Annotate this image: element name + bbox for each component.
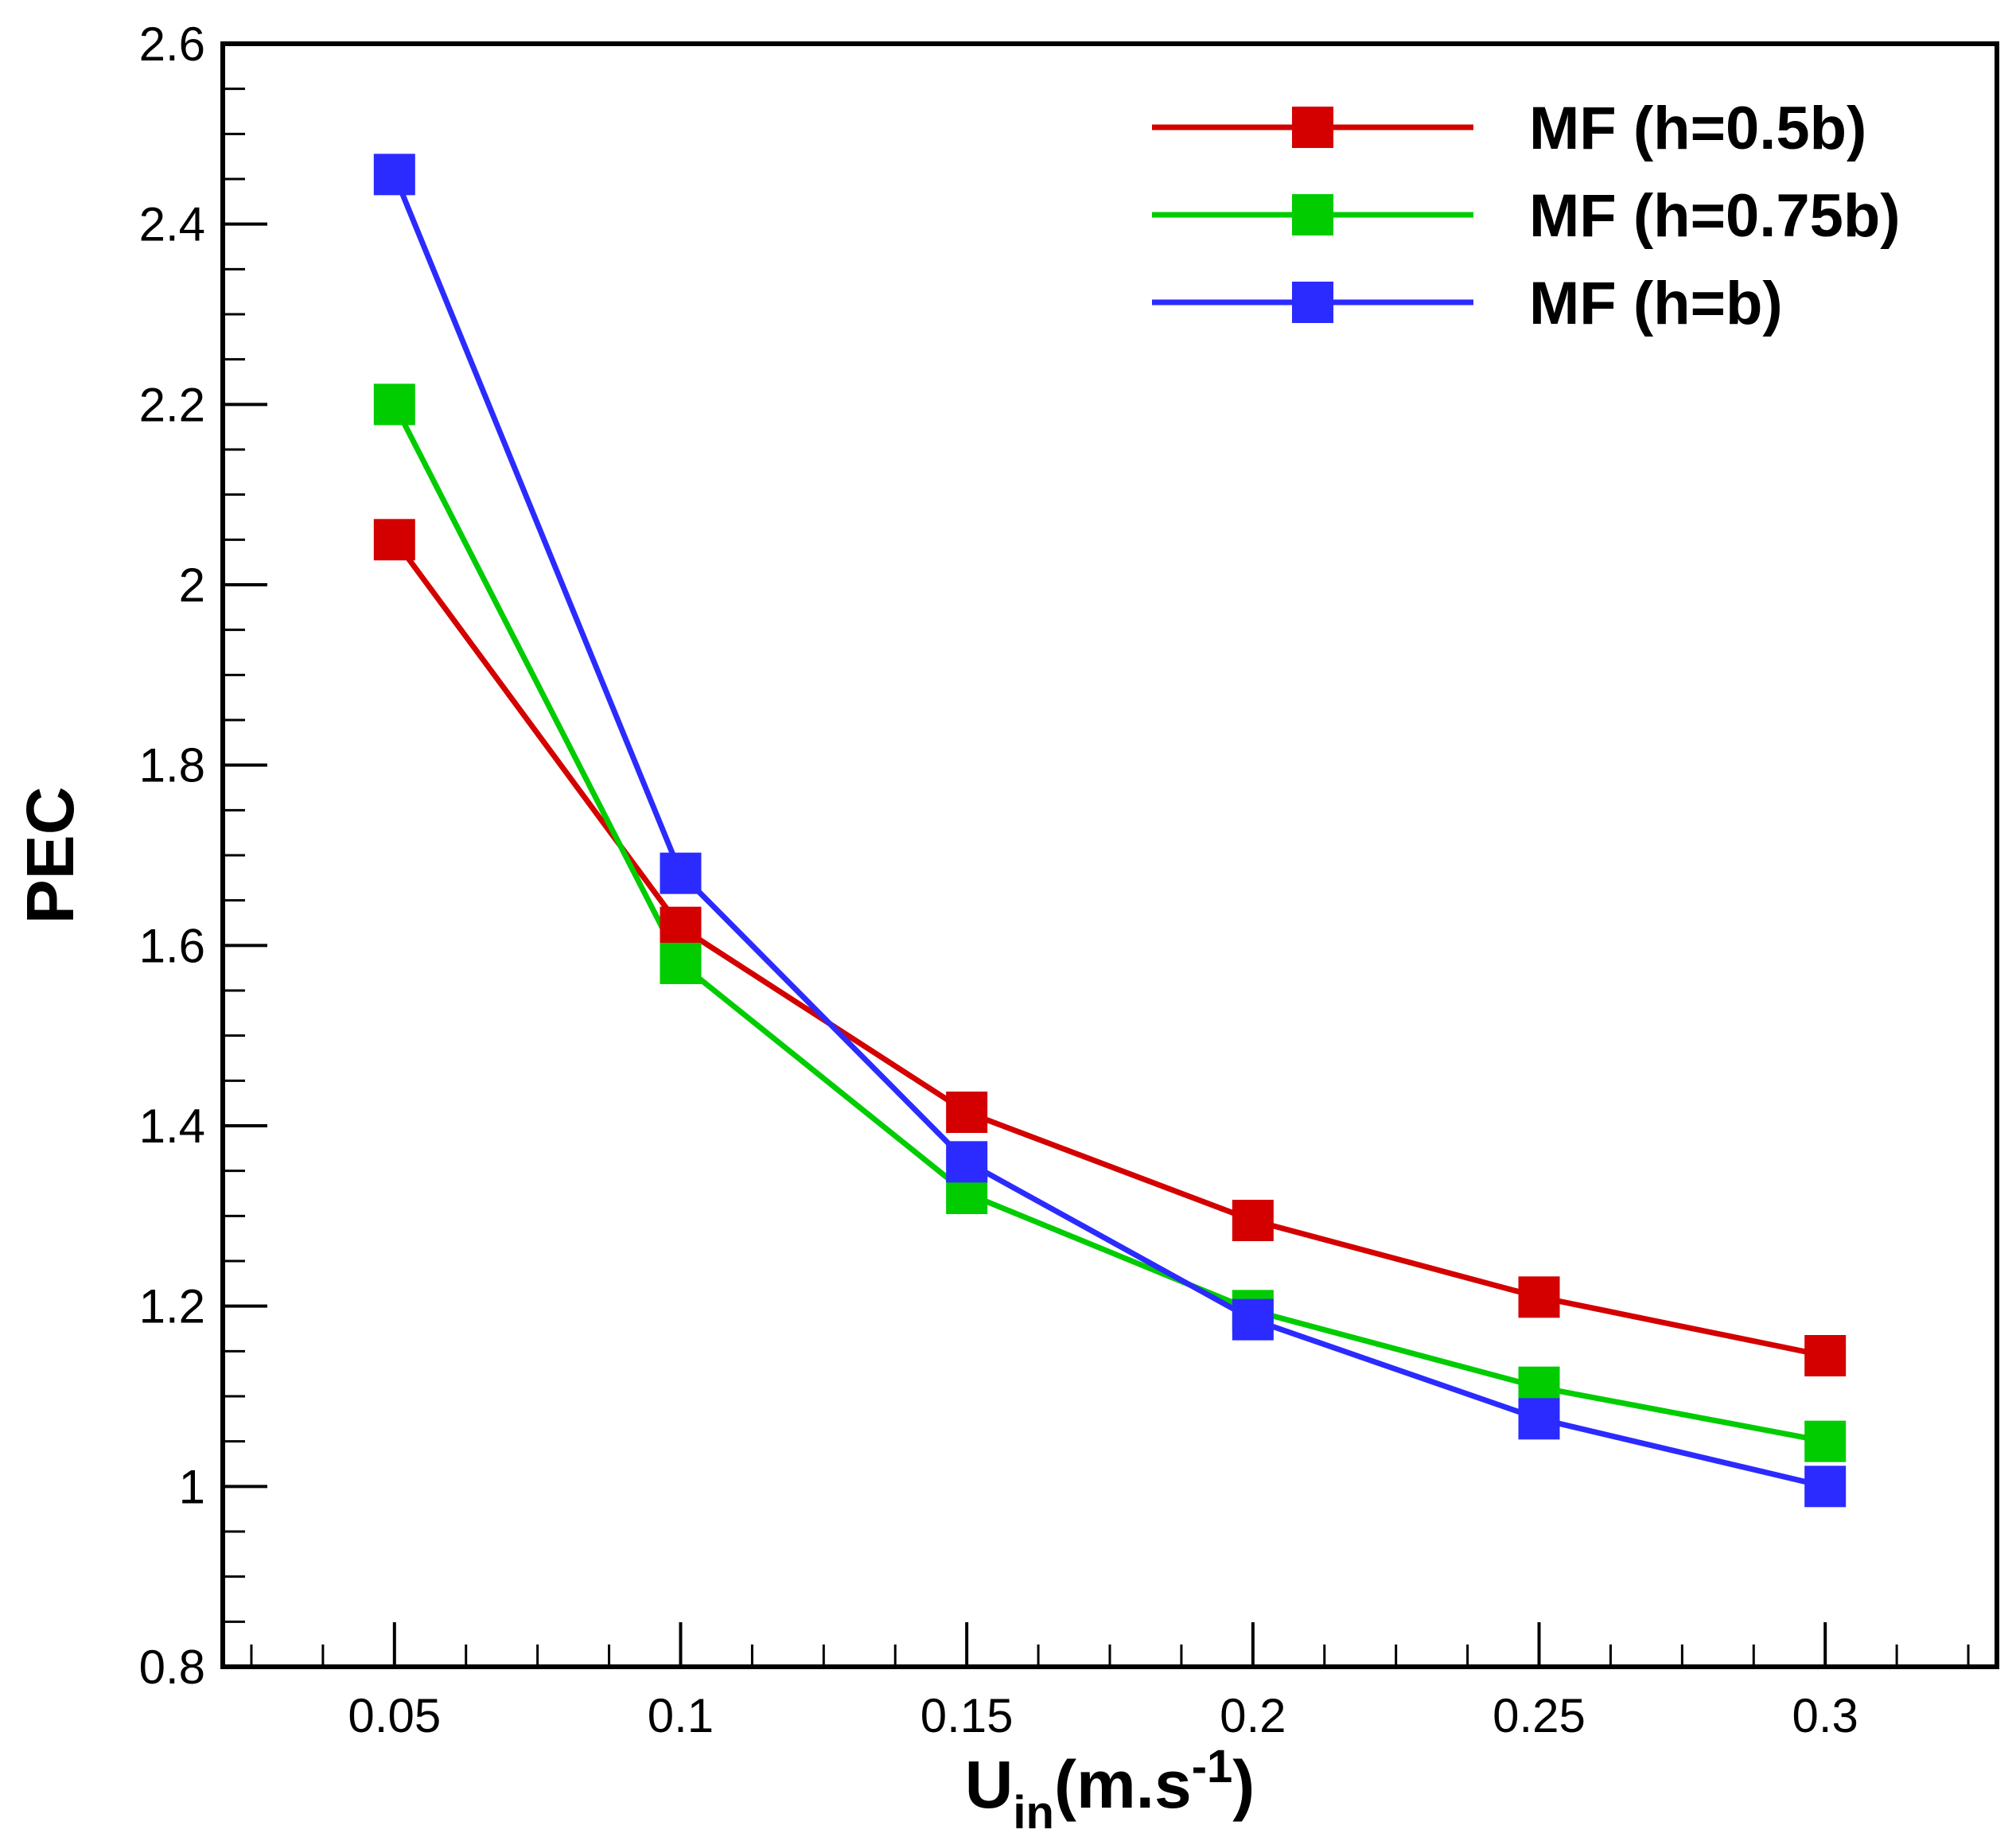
x-axis-title-superscript: -1 <box>1192 1741 1233 1792</box>
x-tick-labels: 0.05 0.1 0.15 0.2 0.25 0.3 <box>348 1689 1858 1742</box>
x-axis-title-main: U <box>965 1747 1014 1822</box>
y-tick-label: 2 <box>179 559 205 612</box>
series-2-marker <box>1804 1420 1847 1462</box>
series-1-marker <box>373 519 415 561</box>
legend-label-3: MF (h=b) <box>1529 270 1783 337</box>
series-3-marker <box>373 154 415 196</box>
y-tick-labels: 0.8 1 1.2 1.4 1.6 1.8 2 2.2 2.4 2.6 <box>139 18 205 1694</box>
series-3-marker <box>660 852 702 894</box>
y-tick-label: 2.4 <box>139 198 205 251</box>
series-lines <box>391 173 1826 1489</box>
y-tick-label: 1.6 <box>139 919 205 972</box>
x-tick-label: 0.05 <box>348 1689 441 1742</box>
legend-marker-2 <box>1292 194 1333 235</box>
series-line-3 <box>391 173 1826 1489</box>
legend: MF (h=0.5b) MF (h=0.75b) MF (h=b) <box>1152 95 1901 337</box>
series-1-marker <box>946 1092 988 1133</box>
series-3-marker <box>1518 1398 1560 1440</box>
series-1-marker <box>660 906 702 948</box>
plot-frame <box>220 41 1999 1669</box>
x-axis-title-subscript: in <box>1013 1787 1054 1839</box>
y-axis-title: PEC <box>13 787 88 924</box>
minor-ticks <box>223 88 1970 1667</box>
y-tick-label: 2.2 <box>139 378 205 431</box>
series-line-2 <box>391 403 1826 1445</box>
series-2-marker <box>660 943 702 984</box>
x-axis-title-close: ) <box>1232 1747 1255 1822</box>
x-tick-label: 0.1 <box>648 1689 714 1742</box>
x-axis-title: Uin(m.s-1) <box>965 1741 1255 1839</box>
x-axis-title-unit: (m.s <box>1054 1747 1192 1822</box>
y-tick-label: 1.4 <box>139 1100 205 1153</box>
y-tick-label: 1 <box>179 1460 205 1513</box>
x-tick-label: 0.2 <box>1220 1689 1286 1742</box>
series-2-marker <box>373 383 415 426</box>
y-tick-label: 2.6 <box>139 18 205 71</box>
series-3-marker <box>1232 1298 1274 1341</box>
series-1-marker <box>1518 1276 1560 1318</box>
series-line-1 <box>391 538 1826 1359</box>
y-tick-label: 1.2 <box>139 1280 205 1333</box>
y-tick-label: 1.8 <box>139 739 205 792</box>
legend-label-1: MF (h=0.5b) <box>1529 95 1866 162</box>
series-3-marker <box>1804 1465 1847 1508</box>
series-3-marker <box>946 1141 988 1183</box>
series-1-marker <box>1232 1200 1274 1241</box>
legend-label-2: MF (h=0.75b) <box>1529 182 1901 250</box>
x-tick-label: 0.3 <box>1792 1689 1858 1742</box>
legend-marker-3 <box>1292 282 1333 323</box>
series-1-marker <box>1804 1335 1847 1376</box>
x-tick-label: 0.15 <box>920 1689 1014 1742</box>
x-tick-label: 0.25 <box>1493 1689 1586 1742</box>
y-tick-label: 0.8 <box>139 1641 205 1694</box>
legend-marker-1 <box>1292 107 1333 148</box>
series-markers <box>373 154 1847 1508</box>
